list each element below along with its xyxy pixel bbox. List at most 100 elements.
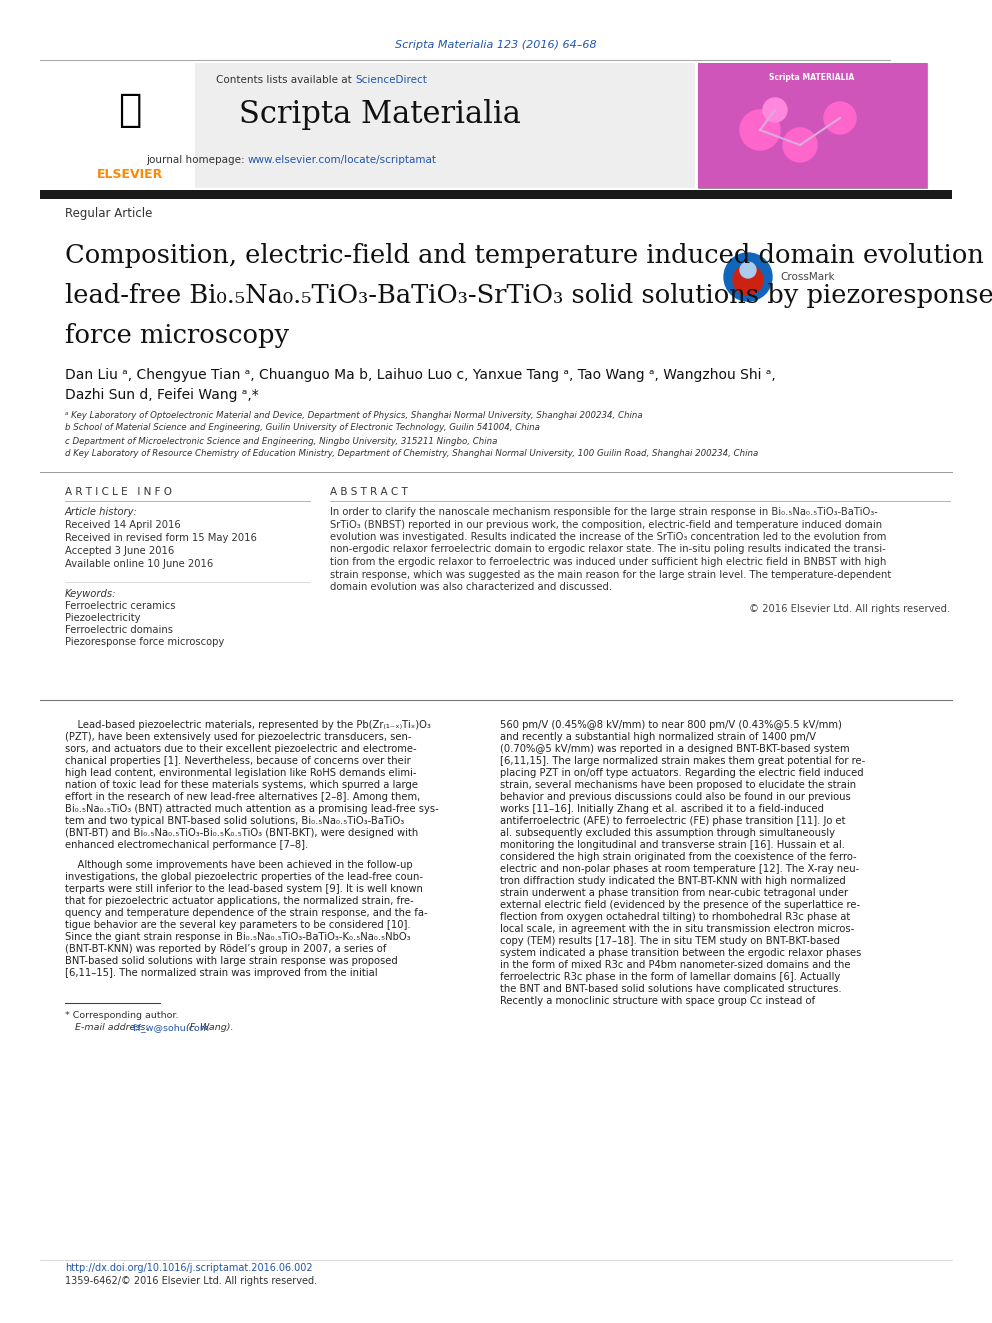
Text: © 2016 Elsevier Ltd. All rights reserved.: © 2016 Elsevier Ltd. All rights reserved…	[749, 605, 950, 614]
Text: A R T I C L E   I N F O: A R T I C L E I N F O	[65, 487, 172, 497]
Text: E-mail address:: E-mail address:	[75, 1024, 152, 1032]
Text: (BNT-BT) and Bi₀.₅Na₀.₅TiO₃-Bi₀.₅K₀.₅TiO₃ (BNT-BKT), were designed with: (BNT-BT) and Bi₀.₅Na₀.₅TiO₃-Bi₀.₅K₀.₅TiO…	[65, 828, 419, 837]
Text: ELSEVIER: ELSEVIER	[97, 168, 163, 181]
Text: tigue behavior are the several key parameters to be considered [10].: tigue behavior are the several key param…	[65, 919, 411, 930]
Text: (BNT-BT-KNN) was reported by Rödel’s group in 2007, a series of: (BNT-BT-KNN) was reported by Rödel’s gro…	[65, 945, 386, 954]
Text: system indicated a phase transition between the ergodic relaxor phases: system indicated a phase transition betw…	[500, 949, 861, 958]
Text: copy (TEM) results [17–18]. The in situ TEM study on BNT-BKT-based: copy (TEM) results [17–18]. The in situ …	[500, 935, 840, 946]
Text: considered the high strain originated from the coexistence of the ferro-: considered the high strain originated fr…	[500, 852, 857, 863]
Text: behavior and previous discussions could also be found in our previous: behavior and previous discussions could …	[500, 792, 851, 802]
Bar	[698, 64, 927, 188]
Text: Scripta Materialia 123 (2016) 64–68: Scripta Materialia 123 (2016) 64–68	[395, 40, 597, 50]
Text: Article history:: Article history:	[65, 507, 138, 517]
Text: Keywords:: Keywords:	[65, 589, 116, 599]
Text: (PZT), have been extensively used for piezoelectric transducers, sen-: (PZT), have been extensively used for pi…	[65, 732, 412, 742]
Text: al. subsequently excluded this assumption through simultaneously: al. subsequently excluded this assumptio…	[500, 828, 835, 837]
Text: strain, several mechanisms have been proposed to elucidate the strain: strain, several mechanisms have been pro…	[500, 781, 856, 790]
Text: www.elsevier.com/locate/scriptamat: www.elsevier.com/locate/scriptamat	[248, 155, 437, 165]
Text: local scale, in agreement with the in situ transmission electron micros-: local scale, in agreement with the in si…	[500, 923, 854, 934]
Text: Received 14 April 2016: Received 14 April 2016	[65, 520, 181, 531]
Text: Scripta MATERIALIA: Scripta MATERIALIA	[770, 74, 855, 82]
Text: ᵃ Key Laboratory of Optoelectronic Material and Device, Department of Physics, S: ᵃ Key Laboratory of Optoelectronic Mater…	[65, 410, 643, 419]
Bar	[40, 191, 952, 198]
Text: Although some improvements have been achieved in the follow-up: Although some improvements have been ach…	[65, 860, 413, 871]
Text: flection from oxygen octahedral tilting) to rhombohedral R3c phase at: flection from oxygen octahedral tilting)…	[500, 912, 850, 922]
Text: 560 pm/V (0.45%@8 kV/mm) to near 800 pm/V (0.43%@5.5 kV/mm): 560 pm/V (0.45%@8 kV/mm) to near 800 pm/…	[500, 720, 842, 730]
Text: works [11–16]. Initially Zhang et al. ascribed it to a field-induced: works [11–16]. Initially Zhang et al. as…	[500, 804, 824, 814]
Text: Ferroelectric ceramics: Ferroelectric ceramics	[65, 601, 176, 611]
Text: tem and two typical BNT-based solid solutions, Bi₀.₅Na₀.₅TiO₃-BaTiO₃: tem and two typical BNT-based solid solu…	[65, 816, 405, 826]
Circle shape	[783, 128, 817, 161]
Text: evolution was investigated. Results indicated the increase of the SrTiO₃ concent: evolution was investigated. Results indi…	[330, 532, 887, 542]
Text: f.f_w@sohu.com: f.f_w@sohu.com	[133, 1024, 209, 1032]
Text: enhanced electromechanical performance [7–8].: enhanced electromechanical performance […	[65, 840, 309, 849]
Text: http://dx.doi.org/10.1016/j.scriptamat.2016.06.002: http://dx.doi.org/10.1016/j.scriptamat.2…	[65, 1263, 312, 1273]
Text: 🌳: 🌳	[118, 91, 142, 130]
Text: * Corresponding author.: * Corresponding author.	[65, 1012, 179, 1020]
Text: Contents lists available at: Contents lists available at	[216, 75, 355, 85]
Text: in the form of mixed R3c and P4bm nanometer-sized domains and the: in the form of mixed R3c and P4bm nanome…	[500, 960, 850, 970]
Text: nation of toxic lead for these materials systems, which spurred a large: nation of toxic lead for these materials…	[65, 781, 418, 790]
Text: c Department of Microelectronic Science and Engineering, Ningbo University, 3152: c Department of Microelectronic Science …	[65, 437, 497, 446]
Text: In order to clarify the nanoscale mechanism responsible for the large strain res: In order to clarify the nanoscale mechan…	[330, 507, 878, 517]
Text: that for piezoelectric actuator applications, the normalized strain, fre-: that for piezoelectric actuator applicat…	[65, 896, 414, 906]
Circle shape	[763, 98, 787, 122]
Text: electric and non-polar phases at room temperature [12]. The X-ray neu-: electric and non-polar phases at room te…	[500, 864, 859, 875]
Text: Ferroelectric domains: Ferroelectric domains	[65, 624, 173, 635]
Text: strain underwent a phase transition from near-cubic tetragonal under: strain underwent a phase transition from…	[500, 888, 848, 898]
Text: force microscopy: force microscopy	[65, 323, 289, 348]
Text: Accepted 3 June 2016: Accepted 3 June 2016	[65, 546, 175, 556]
Text: ScienceDirect: ScienceDirect	[355, 75, 427, 85]
Circle shape	[824, 102, 856, 134]
Circle shape	[724, 253, 772, 302]
Text: (0.70%@5 kV/mm) was reported in a designed BNT-BKT-based system: (0.70%@5 kV/mm) was reported in a design…	[500, 744, 849, 754]
Text: A B S T R A C T: A B S T R A C T	[330, 487, 408, 497]
Text: d Key Laboratory of Resource Chemistry of Education Ministry, Department of Chem: d Key Laboratory of Resource Chemistry o…	[65, 450, 758, 459]
Text: antiferroelectric (AFE) to ferroelectric (FE) phase transition [11]. Jo et: antiferroelectric (AFE) to ferroelectric…	[500, 816, 845, 826]
Circle shape	[733, 265, 763, 295]
Text: Regular Article: Regular Article	[65, 206, 153, 220]
Text: b School of Material Science and Engineering, Guilin University of Electronic Te: b School of Material Science and Enginee…	[65, 423, 540, 433]
Text: domain evolution was also characterized and discussed.: domain evolution was also characterized …	[330, 582, 612, 591]
Text: Recently a monoclinic structure with space group Cc instead of: Recently a monoclinic structure with spa…	[500, 996, 815, 1005]
Text: BNT-based solid solutions with large strain response was proposed: BNT-based solid solutions with large str…	[65, 957, 398, 966]
Text: sors, and actuators due to their excellent piezoelectric and electrome-: sors, and actuators due to their excelle…	[65, 744, 417, 754]
Text: Composition, electric-field and temperature induced domain evolution in: Composition, electric-field and temperat…	[65, 242, 992, 267]
Text: tron diffraction study indicated the BNT-BT-KNN with high normalized: tron diffraction study indicated the BNT…	[500, 876, 846, 886]
Text: the BNT and BNT-based solid solutions have complicated structures.: the BNT and BNT-based solid solutions ha…	[500, 984, 841, 994]
Text: tion from the ergodic relaxor to ferroelectric was induced under sufficient high: tion from the ergodic relaxor to ferroel…	[330, 557, 887, 568]
Text: placing PZT in on/off type actuators. Regarding the electric field induced: placing PZT in on/off type actuators. Re…	[500, 767, 864, 778]
Text: quency and temperature dependence of the strain response, and the fa-: quency and temperature dependence of the…	[65, 908, 428, 918]
Text: (F. Wang).: (F. Wang).	[183, 1024, 233, 1032]
Text: Bi₀.₅Na₀.₅TiO₃ (BNT) attracted much attention as a promising lead-free sys-: Bi₀.₅Na₀.₅TiO₃ (BNT) attracted much atte…	[65, 804, 438, 814]
Text: Received in revised form 15 May 2016: Received in revised form 15 May 2016	[65, 533, 257, 542]
Bar	[65, 64, 195, 188]
Text: CrossMark: CrossMark	[780, 273, 834, 282]
Text: and recently a substantial high normalized strain of 1400 pm/V: and recently a substantial high normaliz…	[500, 732, 816, 742]
Text: Since the giant strain response in Bi₀.₅Na₀.₅TiO₃-BaTiO₃-K₀.₅Na₀.₅NbO₃: Since the giant strain response in Bi₀.₅…	[65, 931, 411, 942]
Text: ferroelectric R3c phase in the form of lamellar domains [6]. Actually: ferroelectric R3c phase in the form of l…	[500, 972, 840, 982]
Text: Piezoresponse force microscopy: Piezoresponse force microscopy	[65, 636, 224, 647]
Text: Scripta Materialia: Scripta Materialia	[239, 99, 521, 131]
Text: effort in the research of new lead-free alternatives [2–8]. Among them,: effort in the research of new lead-free …	[65, 792, 421, 802]
Text: terparts were still inferior to the lead-based system [9]. It is well known: terparts were still inferior to the lead…	[65, 884, 423, 894]
Circle shape	[740, 110, 780, 149]
Text: investigations, the global piezoelectric properties of the lead-free coun-: investigations, the global piezoelectric…	[65, 872, 423, 882]
Text: Piezoelectricity: Piezoelectricity	[65, 613, 141, 623]
Text: SrTiO₃ (BNBST) reported in our previous work, the composition, electric-field an: SrTiO₃ (BNBST) reported in our previous …	[330, 520, 882, 529]
Text: lead-free Bi₀.₅Na₀.₅TiO₃-BaTiO₃-SrTiO₃ solid solutions by piezoresponse: lead-free Bi₀.₅Na₀.₅TiO₃-BaTiO₃-SrTiO₃ s…	[65, 283, 992, 307]
Text: strain response, which was suggested as the main reason for the large strain lev: strain response, which was suggested as …	[330, 569, 891, 579]
Circle shape	[740, 262, 756, 278]
Text: external electric field (evidenced by the presence of the superlattice re-: external electric field (evidenced by th…	[500, 900, 860, 910]
Bar	[718, 242, 928, 312]
Text: [6,11–15]. The normalized strain was improved from the initial: [6,11–15]. The normalized strain was imp…	[65, 968, 378, 978]
Bar	[65, 64, 695, 188]
Text: Dan Liu ᵃ, Chengyue Tian ᵃ, Chuanguo Ma b, Laihuo Luo c, Yanxue Tang ᵃ, Tao Wang: Dan Liu ᵃ, Chengyue Tian ᵃ, Chuanguo Ma …	[65, 368, 776, 382]
Text: chanical properties [1]. Nevertheless, because of concerns over their: chanical properties [1]. Nevertheless, b…	[65, 755, 411, 766]
Text: 1359-6462/© 2016 Elsevier Ltd. All rights reserved.: 1359-6462/© 2016 Elsevier Ltd. All right…	[65, 1275, 317, 1286]
Text: monitoring the longitudinal and transverse strain [16]. Hussain et al.: monitoring the longitudinal and transver…	[500, 840, 845, 849]
Text: non-ergodic relaxor ferroelectric domain to ergodic relaxor state. The in-situ p: non-ergodic relaxor ferroelectric domain…	[330, 545, 886, 554]
Text: Lead-based piezoelectric materials, represented by the Pb(Zr₍₁₋ₓ₎Tiₓ)O₃: Lead-based piezoelectric materials, repr…	[65, 720, 431, 730]
Bar	[698, 64, 927, 188]
Text: high lead content, environmental legislation like RoHS demands elimi-: high lead content, environmental legisla…	[65, 767, 417, 778]
